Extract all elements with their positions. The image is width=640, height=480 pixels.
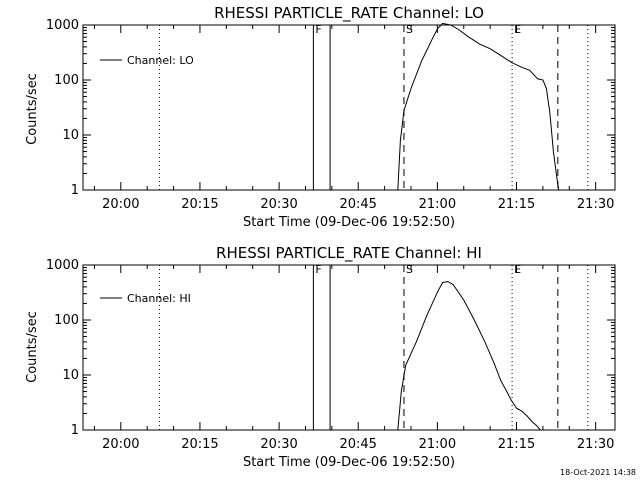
y-tick-label: 1000 xyxy=(46,18,79,33)
chart-title: RHESSI PARTICLE_RATE Channel: HI xyxy=(216,244,482,263)
x-axis-label: Start Time (09-Dec-06 19:52:50) xyxy=(243,215,455,230)
x-tick-label: 21:00 xyxy=(419,197,456,212)
marker-label: F xyxy=(315,23,321,36)
x-tick-label: 21:30 xyxy=(577,197,614,212)
x-axis-label: Start Time (09-Dec-06 19:52:50) xyxy=(243,455,455,470)
y-tick-label: 10 xyxy=(62,368,79,383)
x-tick-label: 20:00 xyxy=(102,437,139,452)
x-tick-label: 20:15 xyxy=(181,437,218,452)
y-tick-label: 100 xyxy=(54,313,79,328)
legend-label: Channel: HI xyxy=(127,292,191,305)
x-tick-label: 20:00 xyxy=(102,197,139,212)
x-tick-label: 21:30 xyxy=(577,437,614,452)
chart-panel-hi: RHESSI PARTICLE_RATE Channel: HI Counts/… xyxy=(25,244,616,470)
marker-label: E xyxy=(514,263,521,276)
y-axis-label: Counts/sec xyxy=(25,73,40,145)
marker-label: F xyxy=(315,263,321,276)
marker-label: E xyxy=(514,23,521,36)
y-tick-label: 1000 xyxy=(46,258,79,273)
x-tick-label: 21:15 xyxy=(498,437,535,452)
series-line xyxy=(397,22,560,191)
series-line xyxy=(397,281,541,431)
x-tick-label: 20:45 xyxy=(339,437,376,452)
footer-timestamp: 18-Oct-2021 14:38 xyxy=(560,468,636,477)
legend-label: Channel: LO xyxy=(127,54,194,67)
x-tick-label: 20:30 xyxy=(260,437,297,452)
x-tick-label: 21:00 xyxy=(419,437,456,452)
chart-title: RHESSI PARTICLE_RATE Channel: LO xyxy=(214,4,484,23)
plot-frame xyxy=(82,264,616,431)
y-tick-label: 1 xyxy=(71,423,79,438)
marker-label: S xyxy=(406,23,413,36)
marker-label: S xyxy=(406,263,413,276)
y-tick-label: 1 xyxy=(71,183,79,198)
x-tick-label: 21:15 xyxy=(498,197,535,212)
plot-frame xyxy=(82,24,616,191)
y-tick-label: 10 xyxy=(62,128,79,143)
x-tick-label: 20:30 xyxy=(260,197,297,212)
x-tick-label: 20:15 xyxy=(181,197,218,212)
y-axis-label: Counts/sec xyxy=(25,311,40,383)
chart-panel-lo: RHESSI PARTICLE_RATE Channel: LO Counts/… xyxy=(25,4,616,230)
x-tick-label: 20:45 xyxy=(339,197,376,212)
y-tick-label: 100 xyxy=(54,73,79,88)
